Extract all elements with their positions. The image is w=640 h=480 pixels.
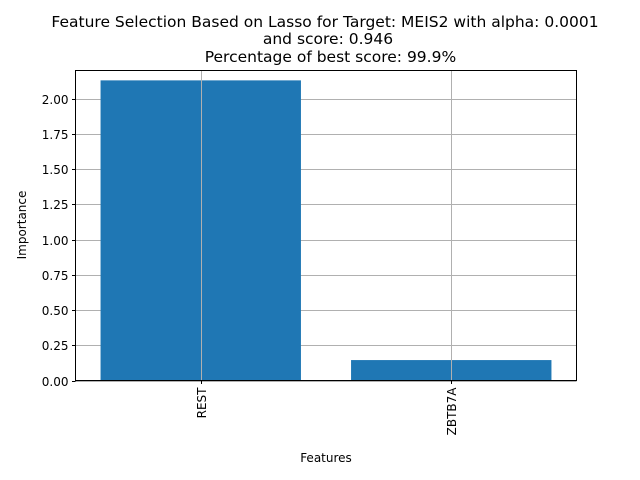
y-tick-label: 2.00 bbox=[42, 93, 69, 107]
y-tick-label: 1.25 bbox=[42, 198, 69, 212]
x-tick-label: REST bbox=[195, 387, 209, 419]
plot-frame bbox=[75, 70, 577, 381]
vertical-grid-lines bbox=[201, 70, 452, 381]
chart-title-line-2: and score: 0.946 bbox=[263, 30, 393, 48]
y-tick-label: 0.50 bbox=[42, 304, 69, 318]
chart-title: Feature Selection Based on Lasso for Tar… bbox=[51, 13, 598, 66]
bars bbox=[100, 80, 552, 381]
y-tick-label: 1.00 bbox=[42, 234, 69, 248]
chart-title-line-1: Feature Selection Based on Lasso for Tar… bbox=[51, 13, 598, 31]
y-tick-label: 0.25 bbox=[42, 339, 69, 353]
y-tick-label: 0.75 bbox=[42, 269, 69, 283]
y-tick-label: 0.00 bbox=[42, 375, 69, 389]
y-tick-label: 1.75 bbox=[42, 128, 69, 142]
x-tick-label: ZBTB7A bbox=[445, 387, 459, 436]
y-tick-label: 1.50 bbox=[42, 163, 69, 177]
bar-rest bbox=[100, 80, 301, 381]
y-axis-ticks: 0.00 0.25 0.50 0.75 1.00 1.25 1.50 1.75 2.00 bbox=[42, 93, 76, 389]
x-axis-ticks: REST ZBTB7A bbox=[195, 380, 459, 436]
x-axis-label: Features bbox=[300, 451, 352, 465]
y-axis-label: Importance bbox=[15, 191, 29, 260]
chart-title-line-3: Percentage of best score: 99.9% bbox=[200, 48, 456, 66]
